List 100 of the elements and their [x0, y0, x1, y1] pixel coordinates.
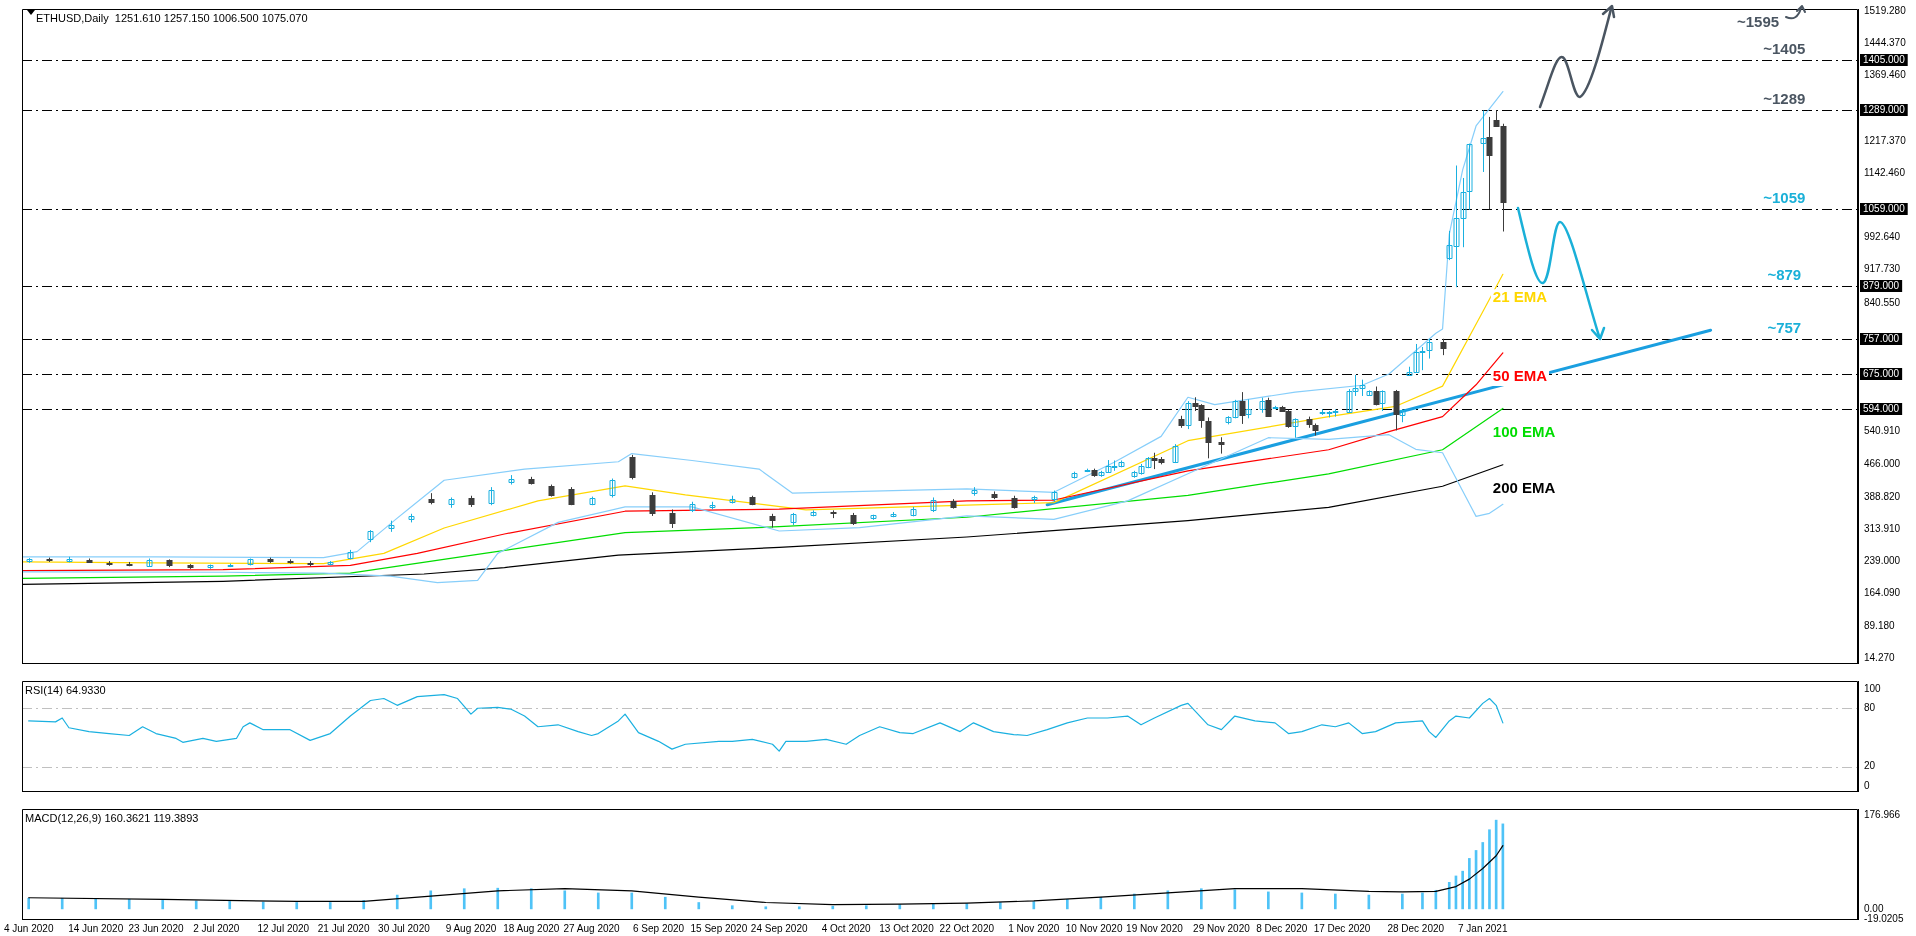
annotation: ~879 — [1767, 266, 1802, 284]
x-tick-label: 13 Oct 2020 — [879, 922, 935, 934]
bar — [261, 901, 265, 910]
bar — [563, 890, 567, 910]
y-tick-label: 0 — [1864, 779, 1870, 791]
candlestick — [1245, 398, 1252, 419]
x-tick-label: 4 Oct 2020 — [821, 922, 872, 934]
bar — [395, 894, 399, 910]
bar — [1468, 858, 1471, 910]
candlestick — [488, 486, 495, 506]
x-tick-label: 7 Jan 2021 — [1458, 922, 1508, 934]
y-tick-label: 1519.280 — [1864, 4, 1907, 16]
annotation: ~757 — [1767, 318, 1802, 336]
bar — [1200, 888, 1203, 910]
y-tick-label: 100 — [1864, 682, 1882, 694]
candlestick — [1205, 416, 1212, 459]
candlestick — [1185, 400, 1192, 430]
y-tick-label: 313.910 — [1864, 523, 1901, 535]
x-tick-label: 2 Jul 2020 — [193, 922, 240, 934]
candlestick — [1480, 109, 1487, 173]
x-tick-label: 14 Jun 2020 — [68, 922, 124, 934]
x-tick-label: 29 Nov 2020 — [1193, 922, 1251, 934]
y-tick-label: 388.820 — [1864, 490, 1901, 502]
y-tick-label: 20 — [1864, 760, 1876, 772]
candlestick — [1426, 338, 1433, 360]
annotation: ~1405 — [1763, 40, 1806, 58]
bar — [529, 888, 533, 910]
y-tick-label: 466.000 — [1864, 457, 1901, 469]
series-label: 21 EMA — [1492, 288, 1548, 306]
bar — [596, 892, 600, 910]
x-tick-label: 24 Sep 2020 — [750, 922, 808, 934]
series-label: 50 EMA — [1492, 367, 1548, 385]
x-tick-label: 15 Sep 2020 — [690, 922, 748, 934]
candlestick — [669, 509, 676, 529]
bar — [1461, 870, 1464, 910]
x-tick-label: 22 Oct 2020 — [939, 922, 995, 934]
bar — [663, 896, 667, 910]
bar — [931, 903, 935, 910]
bar — [127, 899, 131, 910]
y-tick-label: -19.0205 — [1864, 912, 1904, 924]
ref-line-label: 1059.000 — [1863, 202, 1906, 214]
bar — [1488, 829, 1491, 910]
x-tick-label: 23 Jun 2020 — [128, 922, 184, 934]
candlestick — [1379, 389, 1386, 412]
candlestick — [448, 496, 455, 509]
y-tick-label: 239.000 — [1864, 555, 1901, 567]
series-label: 200 EMA — [1492, 478, 1556, 496]
x-tick-label: 17 Dec 2020 — [1313, 922, 1371, 934]
chart-title: ETHUSD,Daily 1251.610 1257.150 1006.500 1075.070 — [36, 12, 308, 25]
bar — [1481, 842, 1485, 910]
series-label: 100 EMA — [1492, 422, 1556, 440]
bar — [630, 892, 634, 910]
bar — [362, 900, 366, 910]
x-tick-label: 8 Dec 2020 — [1256, 922, 1308, 934]
x-tick-label: 12 Jul 2020 — [257, 922, 310, 934]
bar — [295, 902, 299, 910]
candlestick — [609, 478, 616, 498]
annotation: ~1059 — [1763, 189, 1806, 207]
bar — [831, 905, 835, 910]
x-tick-label: 6 Sep 2020 — [632, 922, 685, 934]
bar — [328, 902, 332, 910]
bar — [1334, 893, 1337, 910]
bar — [228, 901, 232, 910]
y-tick-label: 80 — [1864, 702, 1876, 714]
bar — [1065, 899, 1069, 910]
bar — [1401, 893, 1404, 910]
bar — [194, 900, 198, 910]
y-tick-label: 0.00 — [1864, 902, 1884, 914]
bar — [697, 902, 701, 910]
bar — [864, 905, 868, 910]
y-tick-label: 89.180 — [1864, 619, 1896, 631]
bar — [797, 906, 801, 910]
annotation: ~1595 — [1736, 13, 1780, 31]
ref-line-label: 879.000 — [1863, 279, 1900, 291]
bar — [1421, 892, 1424, 910]
x-tick-label: 18 Aug 2020 — [503, 922, 560, 934]
y-tick-label: 164.090 — [1864, 587, 1901, 599]
candlestick — [629, 454, 636, 480]
bar — [1267, 891, 1270, 910]
ref-line-label: 594.000 — [1863, 402, 1900, 414]
y-tick-label: 840.550 — [1864, 296, 1901, 308]
x-tick-label: 21 Jul 2020 — [317, 922, 370, 934]
x-tick-label: 10 Nov 2020 — [1065, 922, 1123, 934]
annotation: ~1289 — [1763, 90, 1806, 108]
bar — [60, 897, 64, 910]
chart-title: RSI(14) 64.9330 — [25, 684, 106, 697]
candlestick — [649, 491, 656, 517]
x-tick-label: 27 Aug 2020 — [563, 922, 621, 934]
bar — [764, 906, 768, 910]
candlestick — [1292, 417, 1299, 439]
y-tick-label: 540.910 — [1864, 425, 1901, 437]
candlestick — [1393, 389, 1400, 431]
ref-line-label: 675.000 — [1863, 367, 1900, 379]
ref-line-label: 1405.000 — [1863, 53, 1906, 65]
bar — [27, 897, 31, 910]
x-tick-label: 19 Nov 2020 — [1126, 922, 1184, 934]
y-tick-label: 1142.460 — [1864, 166, 1906, 178]
ref-line-label: 1289.000 — [1863, 103, 1906, 115]
ref-line-label: 757.000 — [1863, 332, 1900, 344]
x-tick-label: 9 Aug 2020 — [445, 922, 497, 934]
